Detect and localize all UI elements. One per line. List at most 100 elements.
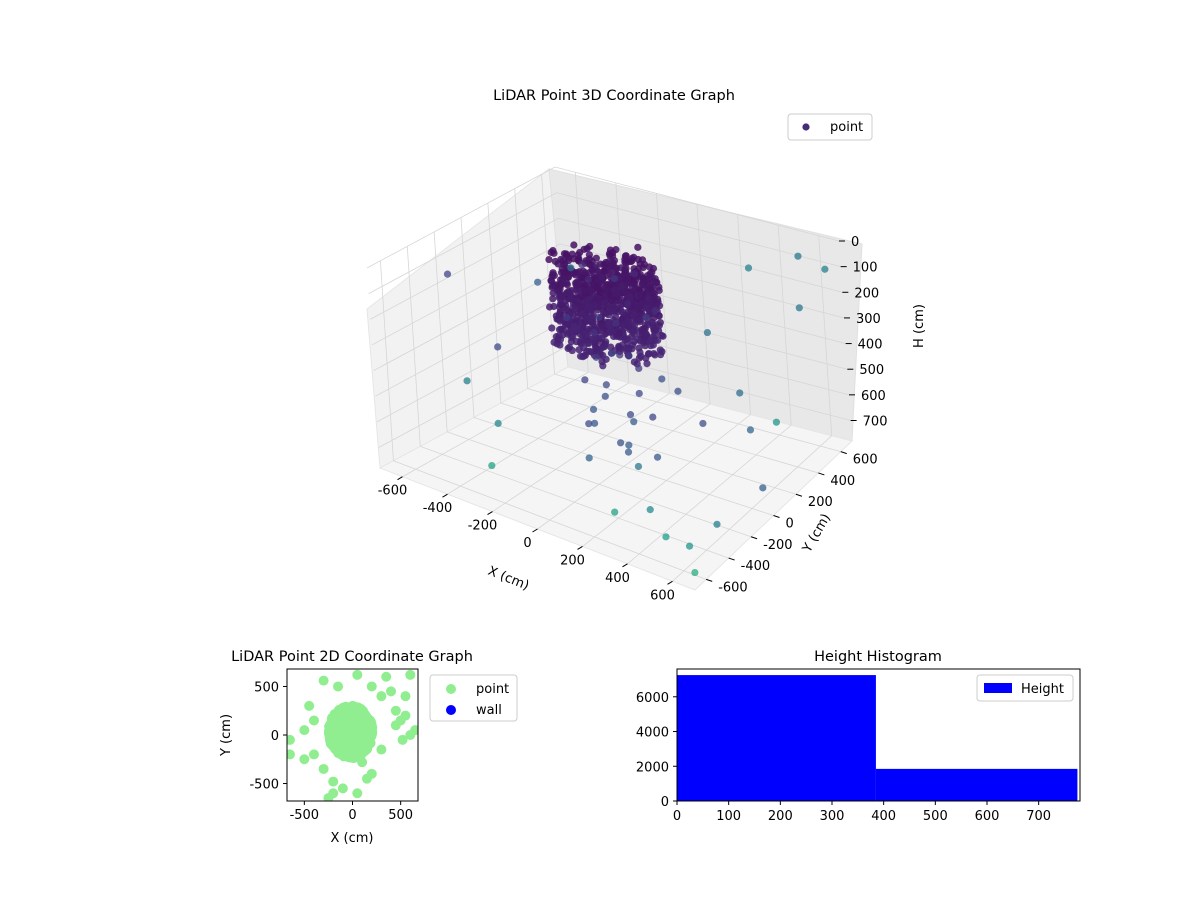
point-2d — [318, 763, 329, 774]
x-tick-label-3d: -200 — [468, 519, 498, 534]
point-2d — [299, 754, 310, 765]
x-tick-3d — [442, 493, 448, 498]
point-2d — [376, 744, 387, 755]
chart-3d: LiDAR Point 3D Coordinate Graph -600 -400… — [366, 88, 927, 603]
point-3d — [648, 268, 656, 276]
legend-2d-label-point: point — [476, 682, 509, 697]
point-3d — [639, 274, 647, 282]
x-tick-label-histogram: 700 — [1026, 809, 1051, 824]
point-2d — [359, 745, 370, 756]
point-3d — [588, 267, 597, 275]
point-2d — [287, 749, 295, 760]
y-tick-label-3d: -600 — [718, 580, 748, 595]
point-3d — [563, 289, 571, 297]
y-tick-label-2d: 500 — [254, 680, 279, 695]
y-tick-3d — [818, 472, 825, 476]
point-3d — [736, 389, 744, 397]
point-3d — [625, 346, 633, 354]
point-3d — [643, 360, 651, 368]
y-tick-3d — [773, 515, 780, 518]
point-3d — [585, 420, 593, 428]
y-tick-label-3d: -200 — [763, 538, 793, 553]
point-3d — [571, 271, 579, 279]
point-2d — [339, 731, 350, 742]
z-tick-label-3d: 200 — [854, 286, 879, 301]
point-3d — [494, 419, 502, 427]
point-3d — [579, 353, 587, 361]
point-3d — [642, 313, 650, 322]
point-3d — [488, 461, 496, 470]
point-2d — [308, 749, 319, 760]
point-2d — [308, 715, 319, 726]
grid-3d-height-line — [371, 243, 845, 346]
point-3d — [594, 282, 602, 290]
ticks-histogram: 0 100 200 300 400 500 600 700 0 2000 4000 6000 — [636, 691, 1051, 824]
point-2d — [287, 734, 295, 745]
point-3d — [628, 328, 636, 336]
histogram-bar — [875, 768, 1078, 801]
point-3d — [651, 351, 659, 359]
point-2d — [405, 669, 416, 680]
x-tick-label-3d: 600 — [650, 588, 675, 603]
point-3d — [622, 319, 630, 328]
x-axis-label-2d: X (cm) — [331, 831, 374, 846]
point-3d — [659, 332, 667, 340]
point-3d — [636, 292, 644, 300]
point-3d — [610, 274, 618, 283]
x-tick-label-histogram: 100 — [716, 809, 741, 824]
z-tick-label-3d: 100 — [853, 261, 878, 276]
z-tick-label-3d: 500 — [859, 363, 884, 378]
point-3d — [579, 267, 587, 275]
legend-2d: point wall — [429, 674, 518, 722]
point-3d — [585, 251, 593, 259]
point-3d — [617, 439, 625, 447]
y-tick-3d — [706, 578, 713, 582]
x-tick-3d — [622, 563, 628, 568]
point-3d — [772, 418, 780, 426]
grid-3d-back-x-line — [696, 203, 711, 405]
y-tick-label-3d: 200 — [808, 495, 833, 510]
z-tick-label-3d: 0 — [851, 235, 859, 250]
point-3d — [650, 314, 658, 322]
point-2d — [328, 776, 339, 787]
y-tick-label-histogram: 4000 — [636, 726, 669, 741]
point-3d — [590, 419, 599, 427]
point-3d — [592, 353, 600, 361]
point-3d — [589, 405, 598, 413]
point-3d — [625, 352, 633, 360]
point-3d — [550, 249, 558, 257]
point-3d — [612, 319, 620, 327]
chart-histogram: Height Histogram 0 100 200 300 400 500 600 7000… — [636, 649, 1081, 824]
point-2d — [357, 757, 368, 768]
point-3d — [443, 270, 452, 278]
point-3d — [621, 275, 629, 283]
point-3d — [691, 568, 699, 577]
point-3d — [577, 336, 585, 344]
point-3d — [592, 261, 600, 270]
point-3d — [613, 290, 621, 298]
point-3d — [598, 273, 606, 281]
x-tick-3d — [532, 528, 538, 533]
point-3d — [653, 453, 662, 461]
y-tick-label-3d: 600 — [853, 453, 878, 468]
point-3d — [621, 289, 629, 297]
point-3d — [560, 250, 569, 258]
y-axis-label-3d: Y (cm) — [799, 511, 834, 556]
point-3d — [570, 322, 579, 330]
point-2d — [354, 711, 365, 722]
point-2d — [381, 671, 392, 682]
point-3d — [638, 280, 646, 289]
point-2d — [337, 783, 348, 794]
x-tick-label-2d: 0 — [348, 808, 356, 823]
point-2d — [361, 717, 372, 728]
point-3d — [595, 313, 603, 321]
point-3d — [619, 308, 627, 316]
point-3d — [634, 243, 642, 251]
point-3d — [630, 270, 639, 278]
point-3d — [642, 304, 650, 312]
point-3d — [571, 305, 579, 313]
point-3d — [635, 286, 643, 294]
grid-3d-height-line — [366, 166, 840, 269]
point-3d — [572, 281, 580, 289]
x-tick-label-2d: 500 — [388, 808, 413, 823]
